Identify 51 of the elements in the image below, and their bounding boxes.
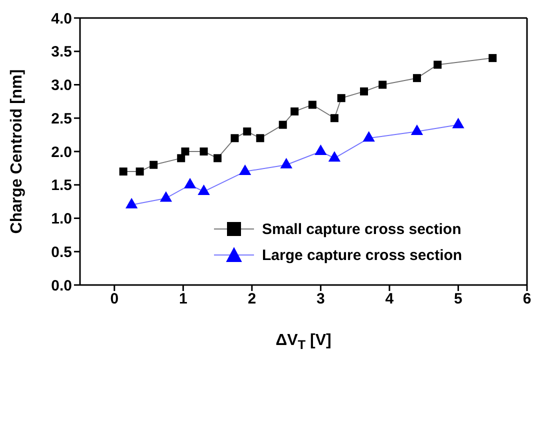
point — [200, 148, 208, 156]
y-tick-label: 3.5 — [51, 44, 72, 61]
point — [198, 184, 210, 196]
point — [452, 118, 464, 128]
legend-label: Small capture cross section — [262, 221, 462, 238]
point — [177, 154, 186, 162]
point — [243, 127, 252, 136]
point — [360, 87, 368, 96]
point — [488, 54, 497, 62]
point — [136, 168, 144, 176]
x-tick-label: 5 — [454, 290, 462, 308]
y-tick-label: 1.5 — [51, 177, 72, 194]
point — [119, 168, 128, 176]
point — [378, 80, 387, 89]
point — [308, 100, 316, 109]
y-tick-label: 2.0 — [51, 144, 72, 161]
point — [230, 134, 239, 142]
point — [330, 114, 338, 122]
point — [184, 178, 196, 188]
x-tick-label: 2 — [248, 290, 256, 308]
x-tick-label: 4 — [385, 290, 394, 308]
y-tick-label: 0.0 — [51, 277, 72, 294]
point — [280, 158, 292, 168]
x-tick-label: 1 — [178, 290, 188, 308]
point — [328, 151, 341, 162]
point — [214, 154, 222, 162]
point — [126, 198, 138, 208]
point — [362, 131, 375, 142]
point — [160, 191, 172, 202]
point — [150, 160, 158, 169]
y-tick-label: 1.0 — [51, 210, 72, 228]
x-axis-title: ΔV$_{T}$ [V] — [276, 332, 332, 352]
x-tick-label: 6 — [522, 290, 532, 308]
y-tick-label: 0.5 — [51, 244, 72, 261]
y-tick-label: 3.0 — [51, 77, 72, 94]
x-tick-label: 3 — [316, 290, 325, 308]
y-tick-label: 4.0 — [51, 10, 72, 28]
point — [434, 60, 442, 69]
point — [337, 94, 346, 102]
point — [290, 107, 299, 116]
point — [238, 164, 252, 176]
point — [278, 120, 287, 129]
point — [412, 74, 421, 82]
point — [181, 148, 190, 156]
point — [410, 124, 424, 135]
point — [314, 144, 327, 156]
y-axis-title: Charge Centroid [nm] — [8, 69, 26, 234]
y-tick-label: 2.5 — [51, 110, 72, 128]
legend-label: Large capture cross section — [262, 247, 462, 264]
x-tick-label: 0 — [110, 290, 119, 308]
point — [256, 134, 264, 142]
